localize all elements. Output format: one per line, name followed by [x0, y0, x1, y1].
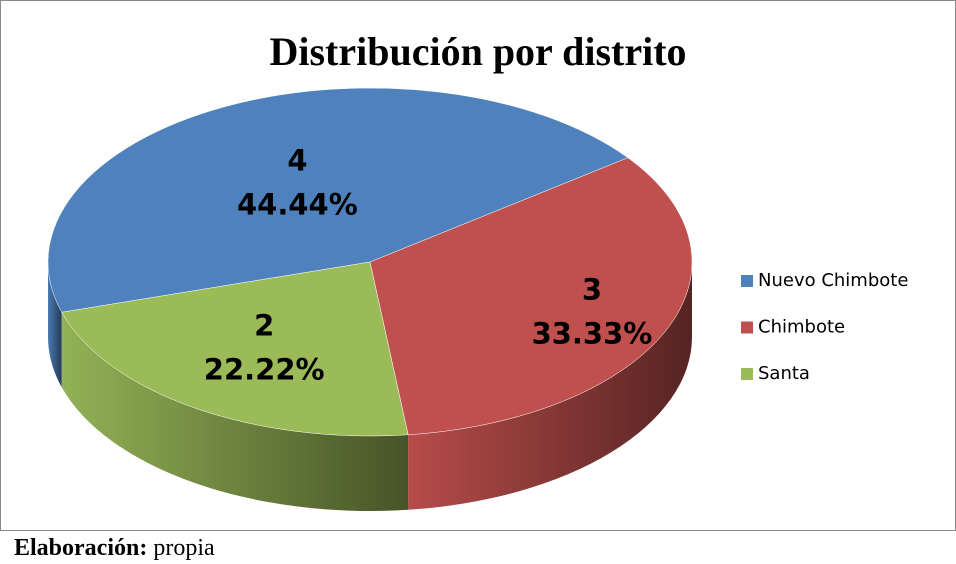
slice-side — [408, 262, 692, 510]
legend-swatch — [741, 275, 753, 287]
data-label: 2 — [254, 308, 274, 342]
slice — [61, 261, 409, 437]
data-label: 4 — [287, 143, 307, 177]
legend-label: Santa — [758, 363, 810, 384]
legend-label: Chimbote — [758, 317, 845, 338]
chart-title: Distribución por distrito — [269, 29, 686, 74]
slice — [47, 87, 629, 313]
legend-swatch — [741, 321, 753, 334]
footer-text: propia — [153, 535, 215, 561]
slice-side — [61, 312, 409, 511]
data-label-percent: 33.33% — [532, 316, 653, 350]
footer-label: Elaboración: — [14, 535, 147, 561]
data-label-percent: 22.22% — [204, 352, 325, 386]
data-label-percent: 44.44% — [237, 187, 358, 221]
slice — [369, 157, 693, 436]
footer: Elaboración: propia — [14, 535, 215, 561]
legend-label: Nuevo Chimbote — [758, 270, 908, 291]
legend-swatch — [741, 368, 753, 380]
slice-side — [48, 262, 62, 388]
data-label: 3 — [582, 272, 602, 306]
